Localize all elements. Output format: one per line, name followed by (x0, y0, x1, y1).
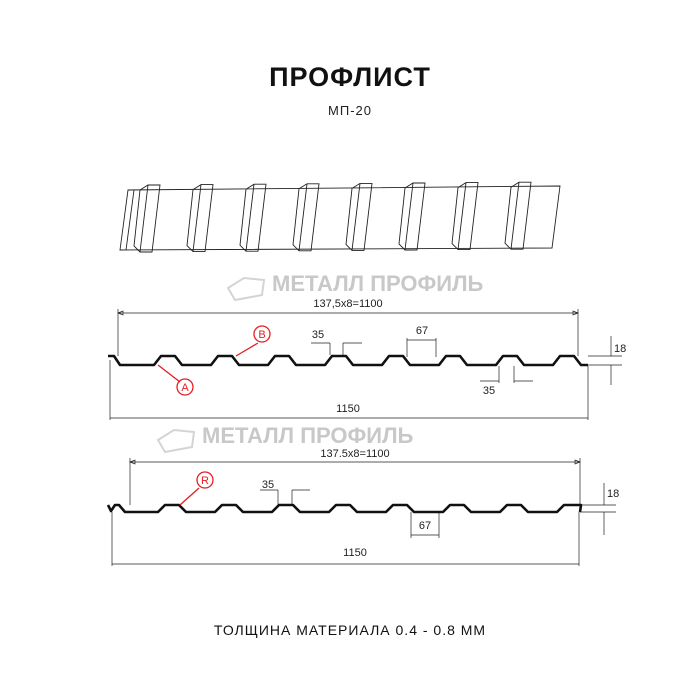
sheet-rib (345, 182, 373, 251)
sheet-3d-illustration (119, 181, 561, 253)
trough-dimension-label: 35 (483, 385, 495, 397)
height-dimension-label: 18 (614, 343, 626, 355)
trough-dimension-label-2: 67 (419, 520, 431, 532)
marker-a-circle (176, 378, 194, 396)
marker-r-circle (196, 471, 214, 489)
watermark-logo-lower: МЕТАЛЛ ПРОФИЛЬ (156, 423, 414, 454)
height-dimension-label-2: 18 (607, 488, 619, 500)
marker-b-label: B (258, 329, 265, 341)
sheet-rib (133, 184, 161, 253)
sheet-rib (292, 183, 320, 252)
svg-text:МЕТАЛЛ ПРОФИЛЬ: МЕТАЛЛ ПРОФИЛЬ (272, 271, 484, 296)
page-subtitle: МП-20 (328, 103, 372, 118)
sheet-rib (504, 181, 532, 250)
profile-line-2 (106, 503, 583, 514)
profile-drawing-2: 137.5x8=1100 1150 35 67 18 R (106, 448, 619, 566)
svg-text:МЕТАЛЛ ПРОФИЛЬ: МЕТАЛЛ ПРОФИЛЬ (202, 423, 414, 448)
width-dimension-label: 1150 (336, 403, 360, 415)
marker-b-circle (253, 325, 271, 343)
pitch-top-dimension-label: 67 (416, 325, 428, 337)
page-title: ПРОФЛИСТ (269, 62, 431, 92)
pitch-dimension-label-2: 137.5x8=1100 (320, 448, 389, 460)
sheet-rib (239, 183, 267, 252)
profile-line-1 (108, 354, 588, 367)
sheet-rib (186, 184, 214, 253)
sheet-outline (119, 185, 561, 251)
sheet-rib (451, 182, 479, 251)
material-thickness-note: ТОЛЩИНА МАТЕРИАЛА 0.4 - 0.8 ММ (213, 622, 487, 638)
profile-drawing-1: 137,5x8=1100 1150 35 67 35 18 B A (108, 298, 626, 420)
marker-a-label: A (181, 382, 189, 394)
crest-dimension-label: 35 (312, 329, 324, 341)
marker-r-label: R (201, 475, 209, 487)
crest-dimension-label-2: 35 (262, 479, 274, 491)
pitch-dimension-label: 137,5x8=1100 (313, 298, 382, 310)
width-dimension-label-2: 1150 (343, 547, 367, 559)
sheet-rib (398, 182, 426, 251)
watermark-logo-upper: МЕТАЛЛ ПРОФИЛЬ (226, 271, 484, 302)
